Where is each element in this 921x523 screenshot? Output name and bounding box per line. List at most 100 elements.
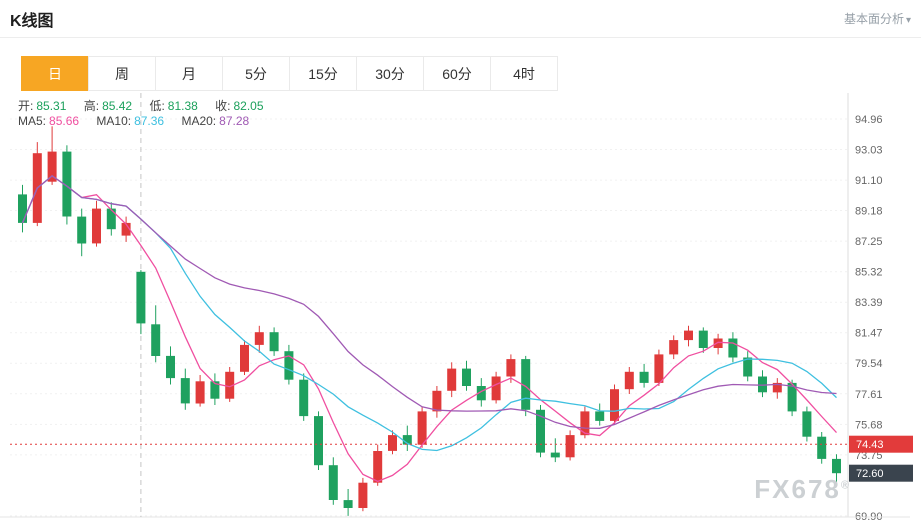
candle [195, 381, 205, 404]
y-axis-tick: 75.68 [855, 419, 883, 431]
candle [684, 330, 693, 341]
page-title: K线图 [10, 12, 54, 30]
ma10-value: MA10: 87.36 [96, 114, 165, 128]
high-value: 高: 85.42 [83, 99, 133, 113]
candle [180, 378, 190, 404]
candle [728, 338, 738, 358]
candle [787, 382, 797, 412]
y-axis-tick: 69.90 [855, 511, 883, 521]
price-badge-label: 74.43 [856, 439, 884, 451]
candle [565, 435, 575, 458]
y-axis-tick: 89.18 [855, 206, 883, 218]
tab-60min[interactable]: 60分 [423, 56, 491, 91]
y-axis-tick: 79.54 [855, 358, 883, 370]
candle [417, 411, 427, 445]
candle [314, 416, 323, 466]
y-axis-tick: 85.32 [855, 267, 883, 279]
candle [817, 436, 827, 459]
candle [269, 332, 279, 352]
candle [654, 354, 664, 383]
y-axis-tick: 93.03 [855, 145, 883, 157]
close-value: 收: 82.05 [215, 99, 264, 113]
ma20-value: MA20: 87.28 [181, 114, 250, 128]
candle [698, 330, 708, 348]
y-axis-tick: 73.75 [855, 450, 883, 462]
price-badge [849, 435, 913, 453]
candle [743, 357, 753, 377]
candle [106, 208, 116, 230]
chart-svg[interactable]: 94.96 93.03 91.10 89.18 87.25 85.32 83.39 81.47… [0, 93, 921, 521]
candle [610, 389, 619, 421]
candle [299, 379, 309, 417]
candle [18, 194, 27, 223]
open-value: 开: 85.31 [18, 99, 67, 113]
candle [639, 371, 649, 383]
candle [62, 151, 72, 217]
price-badge-label: 72.60 [856, 468, 884, 480]
candle [225, 371, 235, 399]
y-axis-tick: 83.39 [855, 297, 883, 309]
ohlc-legend: 开: 85.31 高: 85.42 低: 81.38 收: 82.05 [18, 97, 278, 114]
candle [550, 452, 560, 458]
low-value: 低: 81.38 [149, 99, 198, 113]
chart-area: 94.96 93.03 91.10 89.18 87.25 85.32 83.39 81.47… [0, 93, 921, 521]
candle [491, 376, 501, 401]
fx678-watermark: FX678® [754, 474, 849, 504]
candle [151, 324, 161, 356]
tab-week[interactable]: 周 [88, 56, 156, 91]
candle [432, 390, 442, 412]
tab-day[interactable]: 日 [21, 56, 89, 91]
y-axis-tick: 87.25 [855, 236, 883, 248]
candle [358, 482, 368, 508]
candle [402, 435, 412, 445]
candle [254, 332, 264, 345]
y-axis-tick: 94.96 [855, 114, 883, 126]
ma5-value: MA5: 85.66 [18, 114, 80, 128]
candle [166, 355, 175, 379]
candle [536, 409, 545, 453]
ma-legend: MA5: 85.66 MA10: 87.36 MA20: 87.28 [18, 114, 263, 128]
candle [772, 382, 782, 393]
candle [447, 368, 457, 391]
y-axis-tick: 77.61 [855, 389, 883, 401]
candle [77, 216, 87, 244]
candle [388, 435, 397, 451]
tab-15min[interactable]: 15分 [289, 56, 357, 91]
candle [758, 376, 767, 393]
candle [506, 359, 516, 377]
candle [521, 359, 531, 410]
candle [240, 344, 249, 372]
candle [373, 451, 383, 483]
candle [832, 458, 841, 474]
tab-bar: 日周月 5分 15分 30分 60分 4时 [21, 56, 921, 91]
candle [136, 271, 146, 324]
candle [47, 151, 57, 182]
candle [343, 500, 353, 508]
chevron-down-icon: ▾ [905, 15, 911, 26]
candle [595, 411, 605, 421]
candle [462, 368, 471, 386]
candle [328, 465, 338, 500]
tab-4hour[interactable]: 4时 [490, 56, 558, 91]
candle [669, 340, 679, 355]
page-header: K线图 基本面分析 ▾ [0, 0, 921, 38]
candle [476, 386, 486, 401]
fundamental-analysis-link[interactable]: 基本面分析 ▾ [843, 12, 911, 26]
candle [284, 351, 294, 380]
price-badge [849, 464, 913, 482]
candle [624, 371, 634, 390]
y-axis-tick: 91.10 [855, 175, 883, 187]
candle [802, 411, 812, 437]
candle [580, 411, 590, 436]
ma20-line [21, 175, 837, 429]
tab-5min[interactable]: 5分 [222, 56, 290, 91]
candle [92, 208, 101, 244]
candle [210, 381, 220, 399]
candle [121, 222, 131, 236]
tab-month[interactable]: 月 [155, 56, 223, 91]
tab-30min[interactable]: 30分 [356, 56, 424, 91]
candle [713, 338, 723, 348]
y-axis-tick: 81.47 [855, 328, 883, 340]
ma5-line [21, 175, 837, 483]
